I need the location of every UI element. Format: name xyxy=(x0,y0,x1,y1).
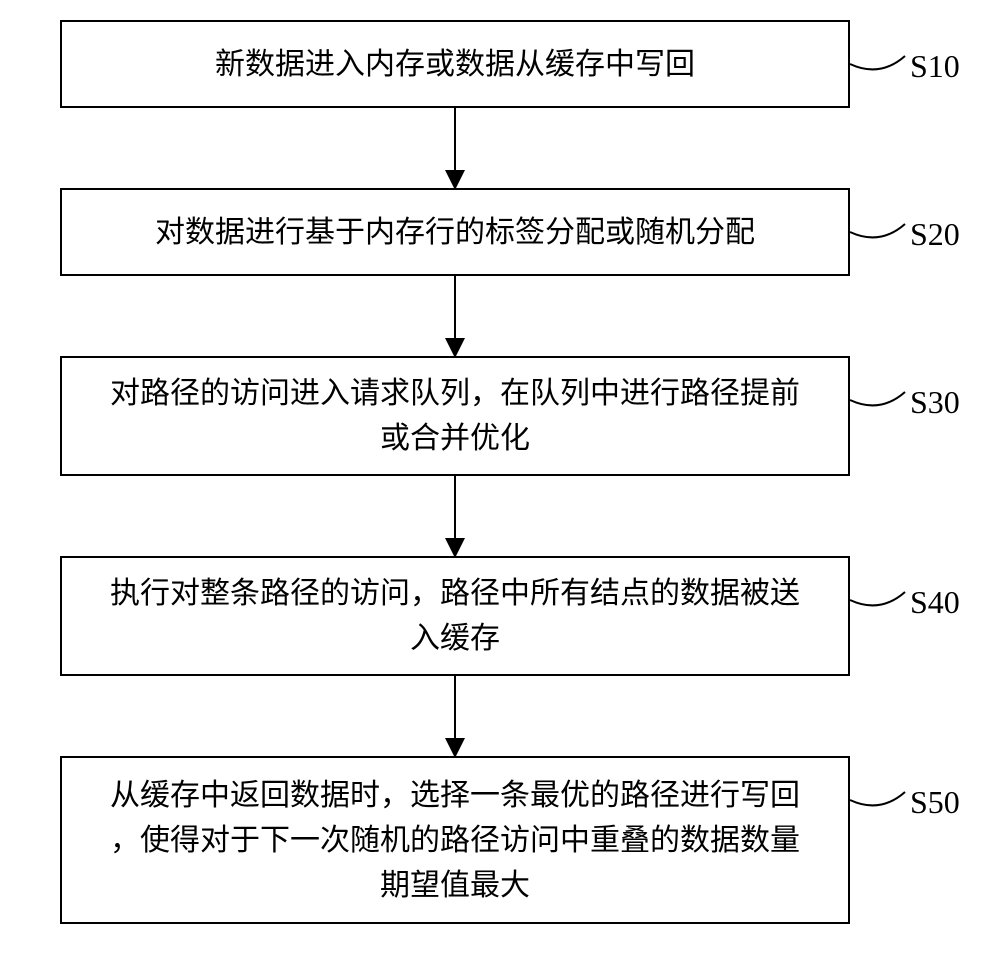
flowchart-node-s20: 对数据进行基于内存行的标签分配或随机分配 xyxy=(60,188,850,276)
flowchart-node-s50: 从缓存中返回数据时，选择一条最优的路径进行写回 ，使得对于下一次随机的路径访问中… xyxy=(60,756,850,924)
step-label-s50: S50 xyxy=(910,784,960,821)
label-connector xyxy=(850,592,905,605)
flowchart-node-text: 执行对整条路径的访问，路径中所有结点的数据被送 入缓存 xyxy=(110,571,800,661)
flowchart-node-text: 对路径的访问进入请求队列，在队列中进行路径提前 或合并优化 xyxy=(110,371,800,461)
flowchart-node-s40: 执行对整条路径的访问，路径中所有结点的数据被送 入缓存 xyxy=(60,556,850,676)
flowchart-node-text: 新数据进入内存或数据从缓存中写回 xyxy=(215,42,695,87)
label-connector xyxy=(850,56,905,69)
label-connector xyxy=(850,392,905,405)
step-label-s20: S20 xyxy=(910,216,960,253)
step-label-s10: S10 xyxy=(910,48,960,85)
flowchart-node-text: 从缓存中返回数据时，选择一条最优的路径进行写回 ，使得对于下一次随机的路径访问中… xyxy=(110,773,800,908)
label-connector xyxy=(850,224,905,237)
flowchart-node-text: 对数据进行基于内存行的标签分配或随机分配 xyxy=(155,210,755,255)
flowchart-node-s30: 对路径的访问进入请求队列，在队列中进行路径提前 或合并优化 xyxy=(60,356,850,476)
step-label-s30: S30 xyxy=(910,384,960,421)
flowchart-canvas: 新数据进入内存或数据从缓存中写回对数据进行基于内存行的标签分配或随机分配对路径的… xyxy=(0,0,1000,960)
step-label-s40: S40 xyxy=(910,584,960,621)
label-connector xyxy=(850,792,905,805)
flowchart-node-s10: 新数据进入内存或数据从缓存中写回 xyxy=(60,20,850,108)
